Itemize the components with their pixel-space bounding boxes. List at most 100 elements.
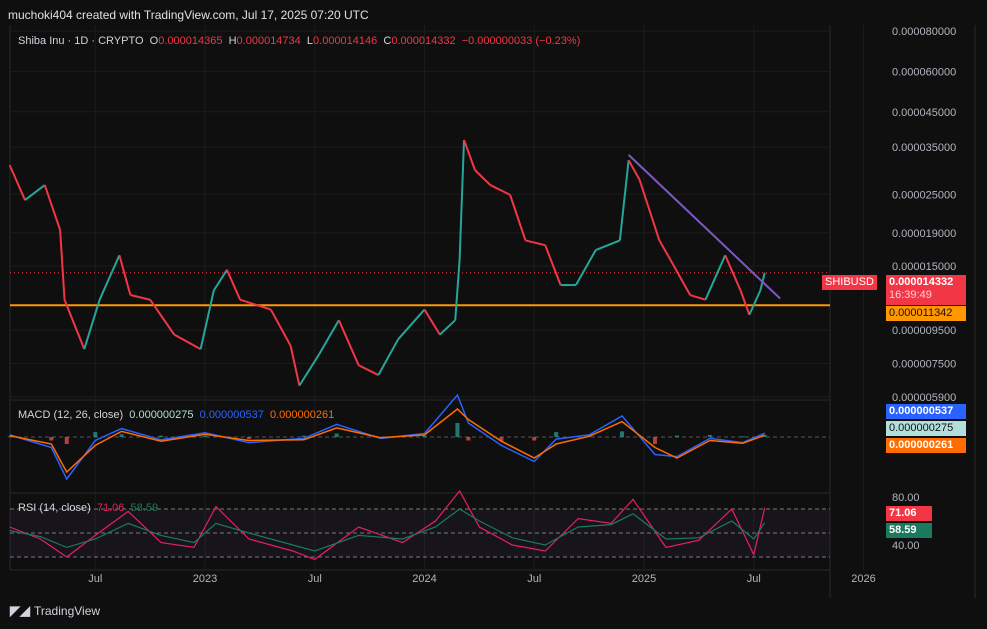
macd-histogram-bar (119, 434, 124, 437)
x-tick-label: Jul (88, 573, 102, 585)
rsi-tick-label: 40.00 (892, 540, 920, 552)
y-tick-label: 0.000007500 (892, 358, 956, 370)
y-tick-label: 0.000080000 (892, 26, 956, 38)
macd-histogram-bar (203, 435, 207, 437)
price-segment (575, 249, 597, 286)
trendline (627, 154, 781, 300)
y-tick-label: 0.000019000 (892, 228, 956, 240)
x-tick-label: 2026 (851, 573, 875, 585)
price-segment (638, 179, 661, 241)
macd-histogram-bar (499, 437, 504, 442)
price-segment (463, 139, 476, 171)
macd-signal-tag: 0.000000261 (886, 438, 966, 453)
support-price-tag: 0.000011342 (886, 306, 966, 321)
macd-line (9, 393, 766, 481)
price-segment (748, 290, 762, 316)
price-segment (212, 269, 228, 292)
price-segment (474, 169, 492, 186)
open-value: 0.000014365 (158, 35, 223, 47)
price-segment (439, 319, 456, 336)
price-segment (458, 139, 466, 260)
symbol-label[interactable]: Shiba Inu · 1D · CRYPTO (18, 35, 144, 47)
x-tick-label: Jul (527, 573, 541, 585)
price-segment (173, 333, 202, 350)
macd-histogram-bar (466, 437, 471, 441)
price-segment (704, 254, 727, 301)
macd-histogram-bar (334, 433, 339, 437)
y-tick-label: 0.000035000 (892, 142, 956, 154)
price-segment (289, 345, 301, 386)
price-segment (318, 319, 340, 355)
price-segment (618, 159, 630, 241)
y-tick-label: 0.000015000 (892, 261, 956, 273)
last-price-tag: 0.000014332 16:39:49 (886, 275, 966, 305)
rsi-tag: 71.06 (886, 506, 932, 521)
y-tick-label: 0.000005900 (892, 392, 956, 404)
price-segment (43, 184, 62, 231)
rsi-legend: RSI (14, close) 71.06 58.59 (18, 502, 158, 514)
price-segment (226, 269, 242, 301)
price-segment (454, 259, 461, 321)
price-segment (423, 309, 441, 336)
price-segment (739, 290, 751, 316)
rsi-label[interactable]: RSI (14, close) (18, 502, 91, 514)
price-segment (337, 319, 360, 366)
price-segment (149, 299, 176, 336)
macd-histogram-bar (674, 435, 679, 437)
macd-histogram-bar (532, 437, 537, 441)
price-segment (397, 308, 426, 340)
price-segment (669, 259, 691, 296)
macd-histogram-bar (301, 435, 306, 437)
y-tick-label: 0.000009500 (892, 325, 956, 337)
macd-histogram-bar (762, 435, 767, 437)
high-value: 0.000014734 (236, 35, 301, 47)
header-credit: muchoki404 created with TradingView.com,… (8, 8, 369, 22)
macd-histogram-bar (652, 437, 657, 444)
low-label: L (306, 35, 314, 47)
price-segment (489, 184, 511, 196)
macd-hist-value: 0.000000275 (129, 409, 194, 421)
signal-line (9, 408, 765, 474)
close-label: C (383, 35, 392, 47)
y-tick-label: 0.000025000 (892, 189, 956, 201)
macd-label[interactable]: MACD (12, 26, close) (18, 409, 124, 421)
x-tick-label: 2024 (412, 573, 436, 585)
macd-histogram-bar (554, 432, 559, 437)
ticker-tag: SHIBUSD (822, 275, 877, 290)
y-tick-label: 0.000045000 (892, 107, 956, 119)
macd-hist-tag: 0.000000275 (886, 421, 966, 436)
macd-histogram-bar (93, 432, 98, 437)
brand-label: TradingView (34, 604, 101, 618)
price-segment (298, 353, 320, 387)
price-segment (658, 239, 672, 261)
macd-histogram-bar (740, 436, 745, 438)
macd-histogram-bar (49, 437, 54, 441)
price-segment (130, 294, 151, 301)
y-tick-label: 0.000060000 (892, 66, 956, 78)
rsi-value: 71.06 (96, 502, 125, 514)
x-tick-label: 2023 (193, 573, 217, 585)
tradingview-logo[interactable]: ◤◢ TradingView (10, 603, 100, 619)
rsi-ma-tag: 58.59 (886, 523, 932, 538)
price-segment (239, 298, 272, 311)
price-segment (118, 254, 132, 296)
rsi-ma-value: 58.59 (130, 502, 159, 514)
macd-signal-value: 0.000000261 (270, 409, 335, 421)
countdown: 16:39:49 (889, 289, 932, 301)
x-tick-label: 2025 (632, 573, 656, 585)
macd-histogram-bar (159, 435, 164, 437)
x-tick-label: Jul (308, 573, 322, 585)
price-segment (724, 254, 742, 291)
price-segment (269, 309, 292, 347)
macd-histogram-bar (7, 436, 12, 438)
price-segment (98, 254, 121, 301)
price-segment (377, 338, 400, 376)
rsi-ma-line (9, 508, 766, 552)
macd-legend: MACD (12, 26, close) 0.000000275 0.00000… (18, 409, 334, 421)
price-segment (525, 239, 546, 247)
high-label: H (228, 35, 237, 47)
price-segment (358, 364, 379, 376)
rsi-line (9, 489, 766, 561)
price-segment (83, 299, 101, 350)
